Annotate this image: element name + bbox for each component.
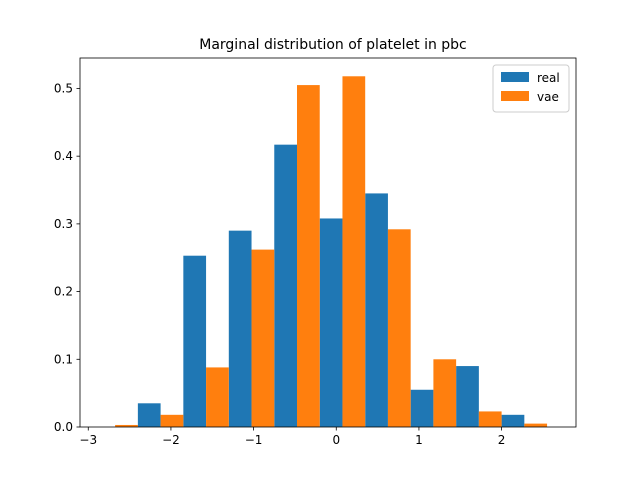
y-tick-label: 0.4 xyxy=(54,149,73,163)
x-tick-label: −2 xyxy=(162,433,180,447)
bar-vae-6 xyxy=(387,229,411,427)
bar-real-8 xyxy=(456,366,479,427)
bar-real-4 xyxy=(274,144,297,427)
x-tick-label: 2 xyxy=(498,433,506,447)
bar-vae-1 xyxy=(160,414,184,427)
bar-real-1 xyxy=(137,403,161,427)
legend-label-vae: vae xyxy=(537,90,559,104)
y-tick-label: 0.1 xyxy=(54,352,73,366)
bar-real-6 xyxy=(365,193,388,427)
x-tick-label: −3 xyxy=(79,433,97,447)
plot-frame xyxy=(79,57,577,428)
y-tick-label: 0.0 xyxy=(54,420,73,434)
legend-label-real: real xyxy=(537,71,560,85)
legend-swatch-real xyxy=(501,72,529,82)
bar-vae-4 xyxy=(297,85,320,427)
bars-layer xyxy=(115,76,548,427)
x-tick-label: 0 xyxy=(332,433,340,447)
bar-vae-2 xyxy=(206,367,229,427)
bar-real-3 xyxy=(228,230,252,427)
legend: real vae xyxy=(492,64,570,113)
axes-layer: −3 −2 −1 0 1 2 0.0 0.1 0.2 0.3 0.4 0.5 xyxy=(54,57,577,447)
y-tick-label: 0.2 xyxy=(54,285,73,299)
x-tick-label: −1 xyxy=(245,433,263,447)
y-tick-label: 0.3 xyxy=(54,217,73,231)
bar-real-5 xyxy=(319,218,343,427)
bar-vae-0 xyxy=(115,424,138,427)
bar-vae-5 xyxy=(342,76,366,427)
bar-real-2 xyxy=(183,255,207,427)
bar-vae-3 xyxy=(251,249,275,427)
legend-swatch-vae xyxy=(501,91,529,101)
bar-vae-8 xyxy=(478,411,502,427)
bar-vae-9 xyxy=(524,423,548,427)
y-tick-label: 0.5 xyxy=(54,81,73,95)
chart-title: Marginal distribution of platelet in pbc xyxy=(199,37,467,53)
bar-real-9 xyxy=(501,414,525,427)
bar-vae-7 xyxy=(433,359,457,427)
x-tick-label: 1 xyxy=(415,433,423,447)
bar-real-7 xyxy=(410,389,434,427)
